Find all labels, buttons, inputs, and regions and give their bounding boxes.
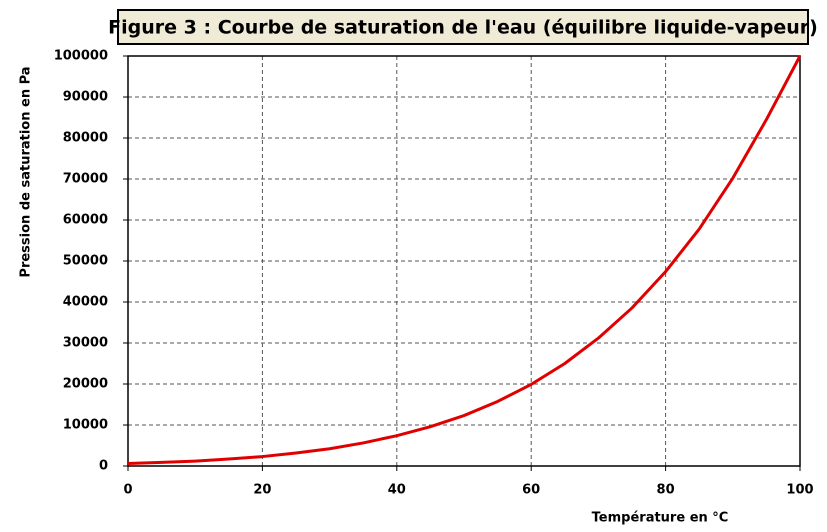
data-line <box>127 55 802 466</box>
y-tick-label: 0 <box>99 459 108 474</box>
y-tick-label: 20000 <box>63 377 108 392</box>
x-tick-label: 60 <box>522 483 540 498</box>
x-tick-label: 0 <box>123 483 132 498</box>
plot-frame <box>127 55 801 467</box>
y-tick-label: 50000 <box>63 254 108 269</box>
x-axis-label: Température en °C <box>592 511 729 526</box>
y-tick-label: 30000 <box>63 336 108 351</box>
title-box <box>117 9 809 45</box>
y-tick-label: 100000 <box>54 49 108 64</box>
x-tick-label: 100 <box>786 483 813 498</box>
y-tick-label: 10000 <box>63 418 108 433</box>
y-axis-label: Pression de saturation en Pa <box>19 66 34 277</box>
x-tick-label: 40 <box>388 483 406 498</box>
y-tick-label: 80000 <box>63 131 108 146</box>
y-tick-label: 40000 <box>63 295 108 310</box>
y-tick-label: 60000 <box>63 213 108 228</box>
x-tick-label: 80 <box>657 483 675 498</box>
y-tick-label: 90000 <box>63 90 108 105</box>
chart-title: Figure 3 : Courbe de saturation de l'eau… <box>108 17 818 39</box>
x-tick-label: 20 <box>253 483 271 498</box>
y-tick-label: 70000 <box>63 172 108 187</box>
